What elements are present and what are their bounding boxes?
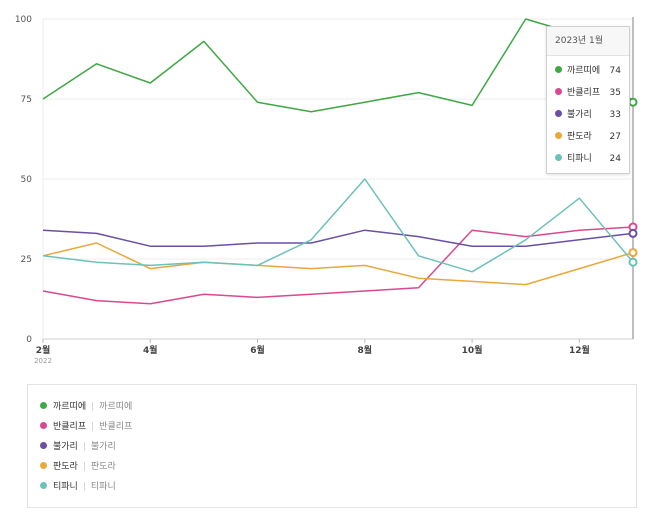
y-tick-label: 25 xyxy=(21,255,32,265)
legend-series-name: 까르띠에 xyxy=(53,402,87,412)
legend-item[interactable]: 반클리프 | 반클리프 xyxy=(28,417,636,437)
tooltip-title: 2023년 1월 xyxy=(547,27,629,56)
tooltip-series-value: 33 xyxy=(609,110,621,120)
tooltip-series-value: 27 xyxy=(609,132,621,142)
legend-series-alias: 까르띠에 xyxy=(99,402,133,412)
x-tick-label: 8월 xyxy=(358,344,373,356)
x-tick-label: 4월 xyxy=(143,344,158,356)
hover-point-marker xyxy=(628,228,638,238)
tooltip-row: 불가리 33 xyxy=(547,104,629,126)
legend-separator: | xyxy=(82,482,86,492)
legend-series-alias: 티파니 xyxy=(90,482,116,492)
tooltip-series-name: 반클리프 xyxy=(567,88,601,98)
series-color-dot-icon xyxy=(555,110,562,117)
y-tick-label: 100 xyxy=(15,15,32,25)
hover-point-marker xyxy=(628,257,638,267)
series-color-dot-icon xyxy=(40,462,47,469)
series-line xyxy=(42,229,634,247)
x-tick-label: 12월 xyxy=(569,344,590,356)
chart-gridlines xyxy=(42,18,633,340)
x-tick-label: 2월 xyxy=(36,344,51,356)
legend-series-alias: 반클리프 xyxy=(99,422,133,432)
series-color-dot-icon xyxy=(40,422,47,429)
hover-point-marker xyxy=(628,97,638,107)
series-color-dot-icon xyxy=(555,88,562,95)
legend-series-name: 티파니 xyxy=(53,482,78,492)
legend-series-alias: 판도라 xyxy=(90,462,116,472)
tooltip-series-name: 까르띠에 xyxy=(567,66,601,76)
legend-separator: | xyxy=(82,442,86,452)
y-tick-label: 75 xyxy=(21,95,32,105)
tooltip-series-name: 티파니 xyxy=(567,154,592,164)
chart-series xyxy=(42,18,638,305)
series-line xyxy=(42,178,634,273)
legend-series-alias: 불가리 xyxy=(90,442,116,452)
legend-item[interactable]: 까르띠에 | 까르띠에 xyxy=(28,397,636,417)
y-tick-label: 0 xyxy=(26,335,32,345)
legend-series-name: 판도라 xyxy=(53,462,78,472)
series-color-dot-icon xyxy=(40,402,47,409)
tooltip-row: 판도라 27 xyxy=(547,126,629,148)
tooltip-series-value: 35 xyxy=(609,88,621,98)
legend-item[interactable]: 티파니 | 티파니 xyxy=(28,477,636,497)
tooltip-row: 까르띠에 74 xyxy=(547,60,629,82)
series-line xyxy=(42,18,634,113)
x-tick-sublabel: 2022 xyxy=(34,357,52,365)
legend-separator: | xyxy=(82,462,86,472)
series-color-dot-icon xyxy=(40,442,47,449)
tooltip-row: 티파니 24 xyxy=(547,148,629,170)
y-axis-tick-labels: 0 25 50 75 100 xyxy=(15,15,32,345)
chart-legend: 까르띠에 | 까르띠에 반클리프 | 반클리프 불가리 | 불가리 판도라 | 판도라 티파니 |… xyxy=(27,384,637,508)
tooltip-series-value: 74 xyxy=(609,66,621,76)
tooltip-row: 반클리프 35 xyxy=(547,82,629,104)
legend-series-name: 불가리 xyxy=(53,442,78,452)
legend-separator: | xyxy=(91,422,95,432)
legend-series-name: 반클리프 xyxy=(53,422,87,432)
x-tick-label: 6월 xyxy=(250,344,265,356)
series-color-dot-icon xyxy=(555,154,562,161)
legend-item[interactable]: 판도라 | 판도라 xyxy=(28,457,636,477)
hover-tooltip: 2023년 1월 까르띠에 74 반클리프 35 불가리 33 판도라 27 티파니 24 xyxy=(546,26,630,174)
legend-item[interactable]: 불가리 | 불가리 xyxy=(28,437,636,457)
y-tick-label: 50 xyxy=(21,175,33,185)
legend-separator: | xyxy=(91,402,95,412)
series-line xyxy=(42,226,634,305)
tooltip-series-name: 불가리 xyxy=(567,110,592,120)
series-color-dot-icon xyxy=(555,66,562,73)
series-color-dot-icon xyxy=(555,132,562,139)
series-color-dot-icon xyxy=(40,482,47,489)
tooltip-series-name: 판도라 xyxy=(567,132,592,142)
tooltip-series-value: 24 xyxy=(609,154,621,164)
hover-point-marker xyxy=(628,248,638,258)
x-tick-label: 10월 xyxy=(462,344,483,356)
